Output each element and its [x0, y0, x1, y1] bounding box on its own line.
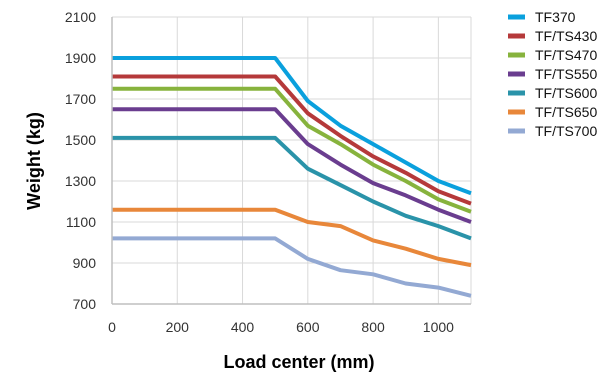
series-line-tf370 — [112, 56, 472, 196]
series-line-tf-ts550 — [112, 107, 472, 224]
legend-label: TF/TS650 — [535, 104, 597, 120]
grid — [111, 16, 472, 305]
x-tick-label: 600 — [296, 319, 320, 335]
x-tick-label: 0 — [108, 319, 116, 335]
x-axis-title: Load center (mm) — [223, 352, 374, 372]
legend-label: TF/TS700 — [535, 123, 597, 139]
legend-label: TF/TS600 — [535, 85, 597, 101]
series-line-tf-ts600 — [112, 135, 472, 241]
x-tick-label: 800 — [361, 319, 385, 335]
axes: Weight (kg) Load center (mm) 700 900 1100 1… — [24, 9, 471, 372]
series-line-tf-ts650 — [112, 207, 472, 268]
x-tick-label: 400 — [231, 319, 255, 335]
legend-label: TF370 — [535, 9, 576, 25]
y-tick-label: 2100 — [65, 9, 96, 25]
series-lines — [112, 56, 472, 298]
legend-label: TF/TS470 — [535, 47, 597, 63]
legend-label: TF/TS550 — [535, 66, 597, 82]
x-tick-label: 200 — [166, 319, 190, 335]
y-tick-label: 1700 — [65, 91, 96, 107]
y-tick-label: 1500 — [65, 132, 96, 148]
legend-label: TF/TS430 — [535, 28, 597, 44]
series-line-tf-ts430 — [112, 74, 472, 206]
y-tick-label: 1100 — [66, 214, 96, 230]
y-tick-label: 1900 — [65, 50, 96, 66]
series-line-tf-ts470 — [112, 86, 472, 214]
y-axis-title: Weight (kg) — [24, 112, 44, 210]
series-line-tf-ts700 — [112, 236, 472, 298]
legend: TF370 TF/TS430 TF/TS470 TF/TS550 TF/TS600 TF/… — [508, 9, 597, 139]
x-tick-label: 1000 — [423, 319, 454, 335]
y-tick-label: 900 — [73, 255, 97, 271]
y-tick-label: 1300 — [65, 173, 96, 189]
y-tick-label: 700 — [73, 296, 97, 312]
